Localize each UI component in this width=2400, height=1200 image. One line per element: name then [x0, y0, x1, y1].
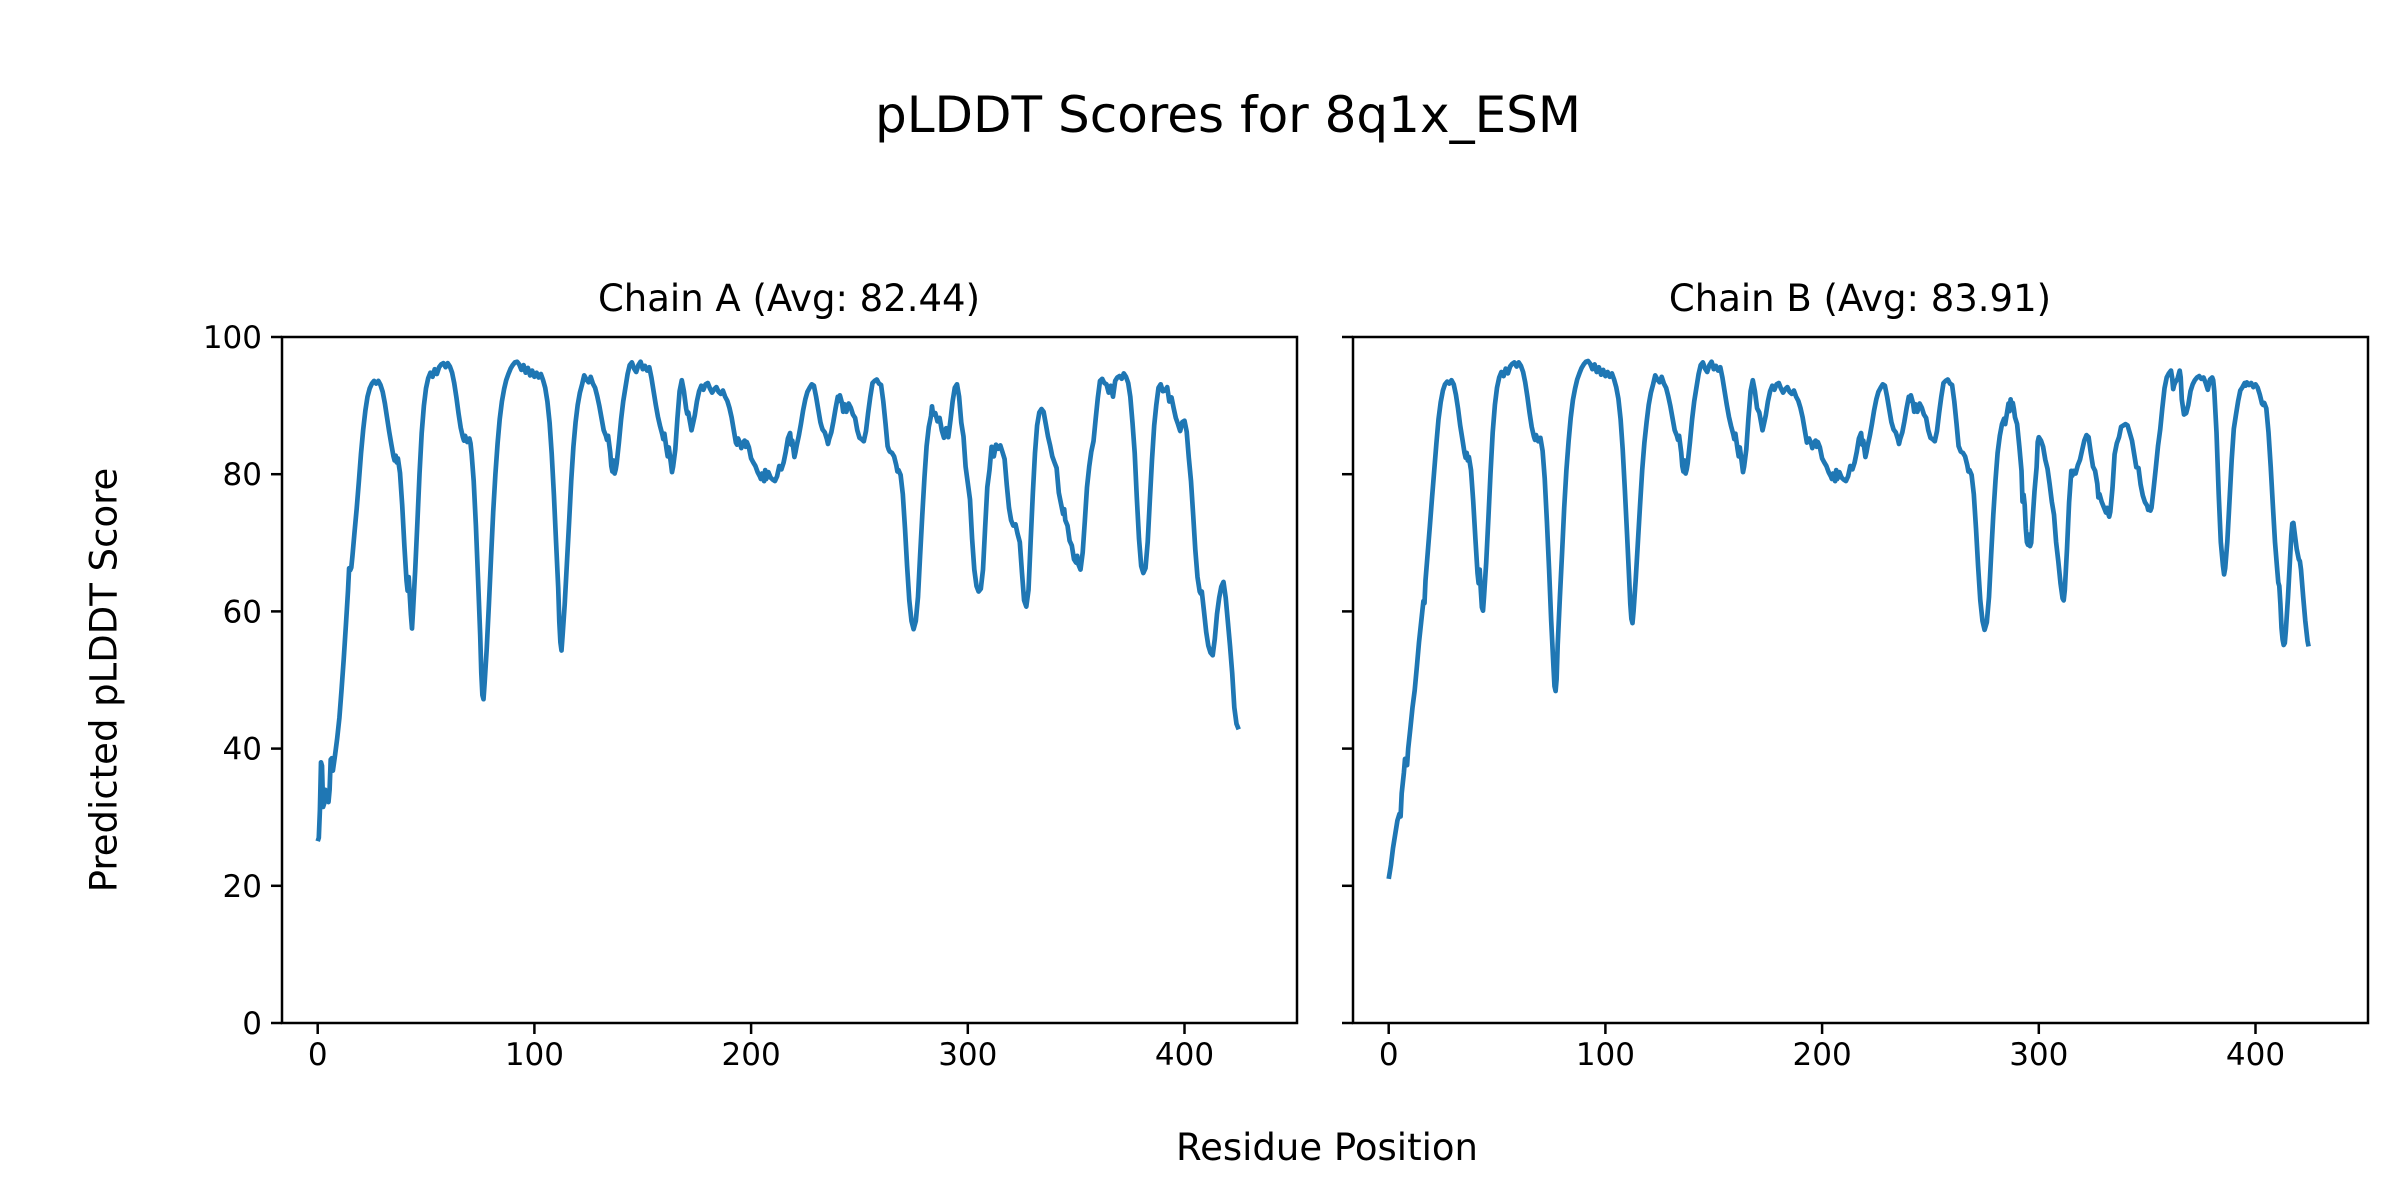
x-axis-label: Residue Position: [1176, 1126, 1478, 1169]
y-tick-label: 80: [223, 457, 262, 493]
chain-a-title: Chain A (Avg: 82.44): [597, 277, 981, 320]
y-tick-label: 100: [203, 320, 262, 356]
x-tick-label: 100: [1576, 1037, 1635, 1073]
x-tick-label: 200: [722, 1037, 781, 1073]
x-tick-label: 200: [1793, 1037, 1852, 1073]
axes-chain-b: 0 100 200 300 400: [1342, 335, 2370, 1073]
x-tick-label: 100: [505, 1037, 564, 1073]
plddt-line-chain-a: [315, 359, 1241, 842]
y-tick-label: 40: [223, 732, 262, 768]
axes-chain-a: 0 100 200 300 400 0 20 40 60 80 100: [203, 320, 1299, 1073]
x-tick-label: 400: [1155, 1037, 1214, 1073]
chain-b-title: Chain B (Avg: 83.91): [1668, 277, 2052, 320]
x-tick-label: 400: [2226, 1037, 2285, 1073]
x-tick-label: 300: [938, 1037, 997, 1073]
plddt-line-chain-b: [1386, 358, 2311, 880]
y-tick-label: 20: [223, 869, 262, 905]
x-tick-label: 0: [308, 1037, 328, 1073]
y-tick-label: 60: [223, 594, 262, 630]
figure-title: pLDDT Scores for 8q1x_ESM: [874, 86, 1582, 144]
y-tick-label: 0: [242, 1006, 262, 1042]
y-axis-label: Predicted pLDDT Score: [82, 467, 126, 893]
plot-border-chain-b: [1351, 335, 2370, 1025]
x-tick-label: 0: [1379, 1037, 1399, 1073]
x-tick-label: 300: [2009, 1037, 2068, 1073]
plot-border-chain-a: [280, 335, 1299, 1025]
